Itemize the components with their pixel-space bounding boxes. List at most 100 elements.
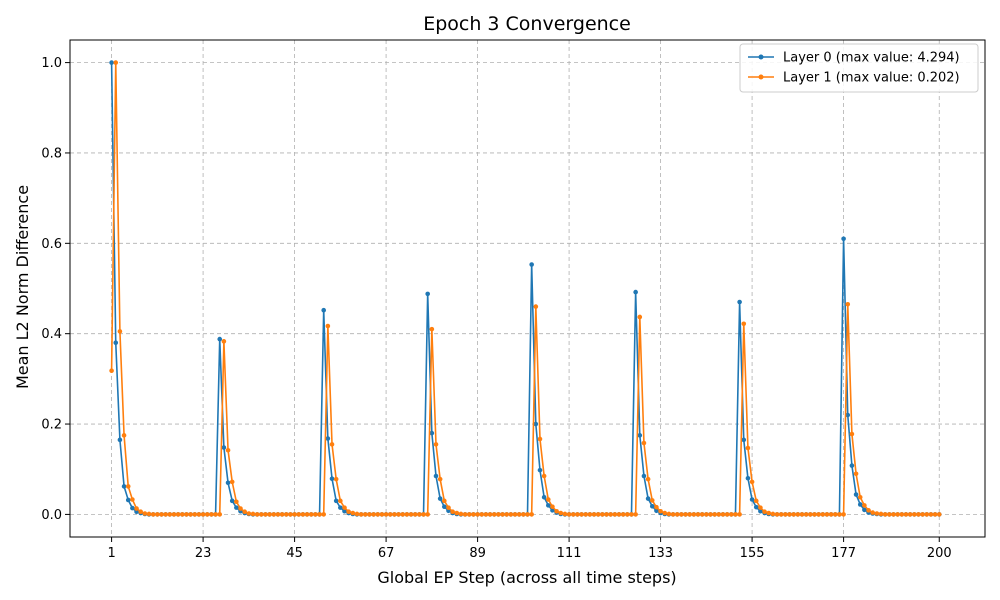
data-point <box>525 512 530 517</box>
data-point <box>242 509 247 514</box>
data-point <box>325 436 331 441</box>
data-point <box>708 512 713 517</box>
legend-label: Layer 0 (max value: 4.294) <box>783 51 960 66</box>
data-point <box>762 509 767 514</box>
data-point <box>271 512 277 517</box>
data-point <box>637 433 643 438</box>
data-point <box>130 505 135 511</box>
data-point <box>841 512 846 517</box>
data-point <box>550 504 555 510</box>
data-point <box>837 512 842 517</box>
data-point <box>342 508 347 514</box>
data-point <box>887 512 892 517</box>
data-point <box>234 499 239 505</box>
y-tick-label: 1.0 <box>41 56 62 71</box>
data-point <box>912 512 917 517</box>
data-point <box>641 440 647 446</box>
data-point <box>849 463 855 468</box>
data-point <box>741 321 747 327</box>
data-point <box>163 512 168 517</box>
data-point <box>146 511 152 517</box>
data-point <box>936 512 942 517</box>
x-tick-label: 200 <box>927 546 952 561</box>
data-point <box>616 512 622 517</box>
data-point <box>304 512 310 517</box>
data-point <box>130 497 135 502</box>
data-point <box>117 437 123 443</box>
data-point <box>442 498 447 504</box>
data-point <box>808 512 813 517</box>
data-point <box>924 512 930 517</box>
data-point <box>500 512 505 517</box>
data-point <box>812 512 817 517</box>
data-point <box>192 512 198 517</box>
data-point <box>828 512 834 517</box>
data-point <box>354 511 360 517</box>
data-point <box>720 512 726 517</box>
data-point <box>558 510 564 516</box>
data-point <box>749 479 755 485</box>
data-point <box>566 512 572 517</box>
data-point <box>292 512 297 517</box>
data-point <box>753 504 759 510</box>
data-point <box>338 498 343 504</box>
data-point <box>379 512 385 517</box>
data-point <box>213 512 218 517</box>
data-point <box>125 484 131 489</box>
data-point <box>363 512 368 517</box>
data-point <box>608 512 613 517</box>
data-point <box>283 512 289 517</box>
data-point <box>758 508 763 514</box>
data-point <box>546 497 551 502</box>
data-point <box>466 512 472 517</box>
data-point <box>816 512 821 517</box>
legend-item: Layer 0 (max value: 4.294) <box>748 51 960 66</box>
data-point <box>396 512 401 517</box>
data-point <box>629 512 634 517</box>
data-point <box>662 510 668 516</box>
data-point <box>267 512 272 517</box>
data-point <box>774 512 780 517</box>
data-point <box>458 511 464 517</box>
data-point <box>317 512 322 517</box>
data-point <box>820 512 826 517</box>
data-point <box>649 503 655 509</box>
data-point <box>125 497 131 503</box>
data-point <box>733 512 738 517</box>
data-point <box>737 512 742 517</box>
data-point <box>716 512 722 517</box>
data-point <box>155 512 160 517</box>
data-point <box>537 467 543 473</box>
data-point <box>857 502 863 507</box>
data-point <box>246 511 252 516</box>
data-point <box>321 512 327 517</box>
x-tick-label: 89 <box>469 546 486 561</box>
data-point <box>425 512 430 517</box>
data-point <box>392 512 397 517</box>
y-axis-label: Mean L2 Norm Difference <box>13 185 32 389</box>
data-point <box>637 314 643 320</box>
data-point <box>367 512 372 517</box>
data-point <box>550 508 555 513</box>
chart-title: Epoch 3 Convergence <box>423 13 631 35</box>
data-point <box>587 512 593 517</box>
data-point <box>874 511 880 516</box>
data-point <box>832 512 838 517</box>
data-point <box>209 512 214 517</box>
data-point <box>259 512 264 517</box>
data-point <box>878 511 884 517</box>
data-point <box>570 512 576 517</box>
data-point <box>920 512 925 517</box>
data-point <box>383 512 389 517</box>
data-point <box>741 437 747 443</box>
data-point <box>171 512 177 517</box>
data-point <box>674 512 680 517</box>
data-point <box>533 421 539 427</box>
data-point <box>417 512 422 517</box>
data-point <box>654 504 659 510</box>
data-point <box>512 512 518 517</box>
data-point <box>429 326 435 332</box>
data-point <box>866 508 871 513</box>
